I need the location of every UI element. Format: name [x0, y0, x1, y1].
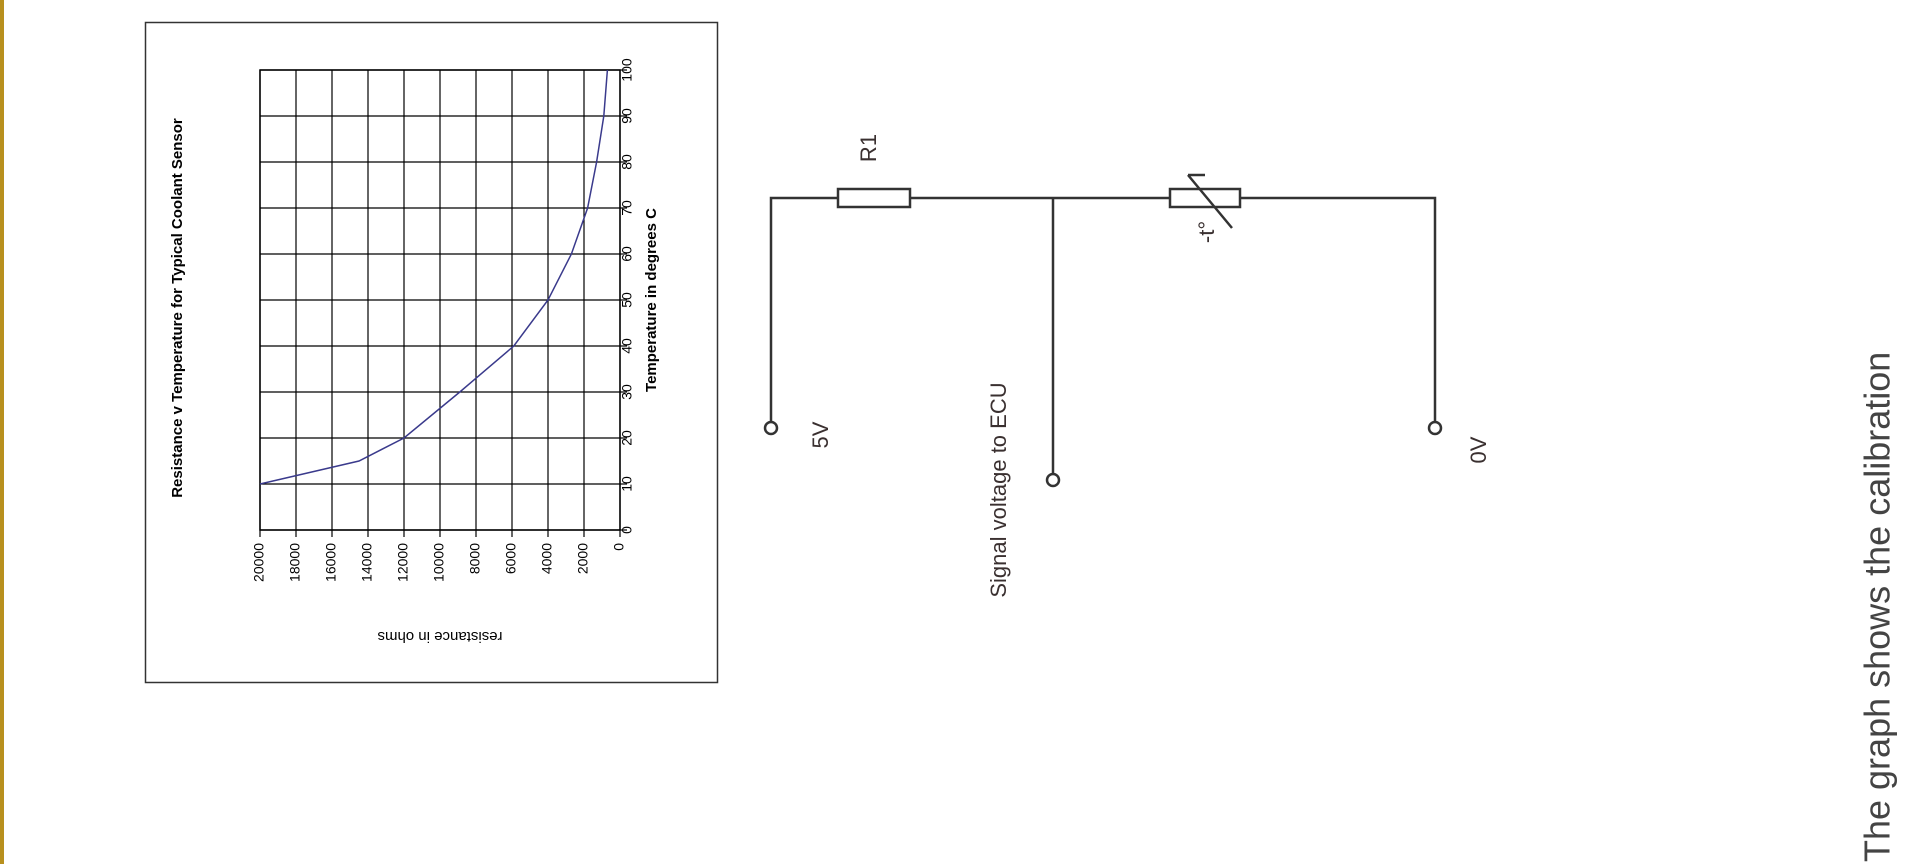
y-tick-label: 6000	[503, 543, 519, 574]
x-tick-label: 50	[619, 292, 635, 308]
x-axis-label: Temperature in degrees C	[643, 208, 660, 392]
thermistor-label: -t°	[1194, 221, 1219, 243]
supply-label: 5V	[808, 421, 833, 448]
x-tick-label: 70	[619, 200, 635, 216]
terminal	[1045, 472, 1061, 488]
chart-frame	[144, 21, 719, 684]
thermistor	[1168, 187, 1242, 209]
plot-area	[259, 69, 621, 531]
data-line	[259, 69, 609, 485]
y-tick-label: 10000	[431, 543, 447, 582]
x-tick-label: 100	[619, 58, 635, 82]
y-axis-label: resistance in ohms	[377, 628, 502, 645]
y-tick-label: 16000	[323, 543, 339, 582]
x-tick-label: 90	[619, 108, 635, 124]
signal-label: Signal voltage to ECU	[986, 382, 1011, 597]
x-tick-label: 20	[619, 430, 635, 446]
y-tick-label: 4000	[539, 543, 555, 574]
thermistor-arrow	[1187, 173, 1233, 229]
ground-label: 0V	[1466, 436, 1491, 463]
y-tick-label: 8000	[467, 543, 483, 574]
chart-title: Resistance v Temperature for Typical Coo…	[169, 118, 186, 498]
y-tick-label: 14000	[359, 543, 375, 582]
y-tick-label: 2000	[575, 543, 591, 574]
y-tick-label: 12000	[395, 543, 411, 582]
resistor-label: R1	[856, 134, 881, 162]
terminal	[763, 420, 779, 436]
y-tick-label: 0	[611, 543, 627, 551]
wire	[769, 196, 1437, 480]
resistor	[836, 187, 912, 209]
y-tick-label: 20000	[251, 543, 267, 582]
x-tick-label: 60	[619, 246, 635, 262]
y-tick-label: 18000	[287, 543, 303, 582]
x-tick-label: 10	[619, 476, 635, 492]
circuit: R1 -t° 5V Signal voltage to ECU 0V	[763, 134, 1491, 598]
x-tick-label: 0	[619, 526, 635, 534]
terminal	[1427, 420, 1443, 436]
x-tick-label: 80	[619, 154, 635, 170]
x-tick-label: 40	[619, 338, 635, 354]
left-border	[0, 0, 4, 864]
caption: The graph shows the calibration	[1857, 352, 1898, 862]
x-tick-label: 30	[619, 384, 635, 400]
